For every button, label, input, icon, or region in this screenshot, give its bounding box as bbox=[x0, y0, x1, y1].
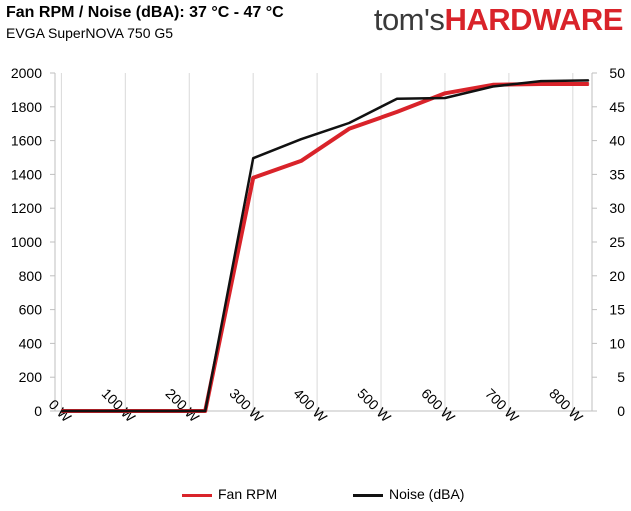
legend-label-fan-rpm: Fan RPM bbox=[218, 486, 278, 502]
y-right-tick-label-8: 40 bbox=[609, 133, 625, 149]
y-left-tick-label-1: 200 bbox=[19, 369, 43, 385]
y-right-tick-label-7: 35 bbox=[609, 166, 625, 182]
y-left-tick-label-6: 1200 bbox=[11, 200, 42, 216]
x-tick-label-3: 300 W bbox=[226, 385, 266, 425]
x-tick-label-7: 700 W bbox=[482, 385, 522, 425]
data-point-noise-0 bbox=[60, 410, 62, 412]
brand-logo-suffix: HARDWARE bbox=[444, 2, 623, 37]
y-right-tick-label-9: 45 bbox=[609, 99, 625, 115]
legend-label-noise: Noise (dBA) bbox=[389, 486, 465, 502]
data-point-fan-rpm-6 bbox=[348, 128, 350, 130]
data-point-noise-8 bbox=[444, 97, 446, 99]
y-left-tick-label-4: 800 bbox=[19, 268, 43, 284]
data-point-fan-rpm-9 bbox=[492, 84, 494, 86]
data-point-noise-11 bbox=[588, 79, 590, 81]
data-point-noise-9 bbox=[492, 86, 494, 88]
data-point-noise-2 bbox=[156, 410, 158, 412]
legend-swatch-fan-rpm bbox=[182, 493, 212, 497]
data-point-fan-rpm-11 bbox=[588, 83, 590, 85]
y-right-tick-label-5: 25 bbox=[609, 234, 625, 250]
series-line-fan-rpm bbox=[61, 82, 589, 413]
y-right-tick-label-6: 30 bbox=[609, 200, 625, 216]
data-point-fan-rpm-5 bbox=[300, 160, 302, 162]
x-tick-label-8: 800 W bbox=[546, 385, 586, 425]
y-left-tick-label-3: 600 bbox=[19, 302, 43, 318]
chart-title: Fan RPM / Noise (dBA): 37 °C - 47 °C bbox=[6, 4, 284, 21]
data-point-fan-rpm-8 bbox=[444, 92, 446, 94]
y-right-tick-label-1: 5 bbox=[617, 369, 625, 385]
y-right-tick-label-2: 10 bbox=[609, 335, 625, 351]
y-left-tick-label-2: 400 bbox=[19, 335, 43, 351]
data-point-noise-5 bbox=[300, 138, 302, 140]
legend-item-fan-rpm: Fan RPM bbox=[182, 486, 277, 502]
y-right-tick-label-10: 50 bbox=[609, 65, 625, 81]
data-point-noise-4 bbox=[252, 157, 254, 159]
y-left-tick-label-8: 1600 bbox=[11, 133, 42, 149]
y-right-tick-label-0: 0 bbox=[617, 403, 625, 419]
x-tick-label-1: 100 W bbox=[99, 385, 139, 425]
series-line-noise bbox=[61, 79, 589, 413]
y-right-tick-label-3: 15 bbox=[609, 302, 625, 318]
x-tick-label-5: 500 W bbox=[354, 385, 394, 425]
data-point-noise-10 bbox=[540, 80, 542, 82]
legend-swatch-noise bbox=[353, 493, 383, 497]
data-point-fan-rpm-7 bbox=[396, 111, 398, 113]
x-tick-label-6: 600 W bbox=[418, 385, 458, 425]
data-point-noise-7 bbox=[396, 98, 398, 100]
brand-logo: tom'sHARDWARE bbox=[373, 2, 624, 38]
y-right-tick-label-4: 20 bbox=[609, 268, 625, 284]
y-left-tick-label-0: 0 bbox=[34, 403, 42, 419]
brand-logo-prefix: tom's bbox=[373, 2, 445, 37]
y-left-tick-label-7: 1400 bbox=[11, 166, 42, 182]
data-point-fan-rpm-10 bbox=[540, 83, 542, 85]
data-point-noise-1 bbox=[108, 410, 110, 412]
data-point-noise-3 bbox=[204, 410, 206, 412]
legend-item-noise: Noise (dBA) bbox=[353, 486, 464, 502]
data-point-fan-rpm-4 bbox=[252, 177, 254, 179]
y-left-tick-label-10: 2000 bbox=[11, 65, 42, 81]
y-left-tick-label-9: 1800 bbox=[11, 99, 42, 115]
y-left-tick-label-5: 1000 bbox=[11, 234, 42, 250]
x-tick-label-4: 400 W bbox=[290, 385, 330, 425]
x-tick-label-2: 200 W bbox=[163, 385, 203, 425]
chart-subtitle: EVGA SuperNOVA 750 G5 bbox=[6, 25, 174, 41]
data-point-noise-6 bbox=[348, 122, 350, 124]
